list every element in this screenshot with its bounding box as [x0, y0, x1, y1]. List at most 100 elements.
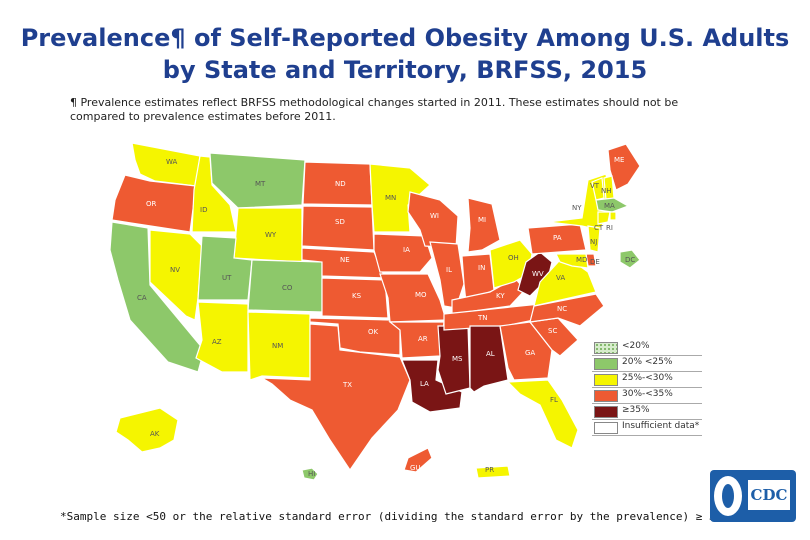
svg-text:WV: WV	[532, 270, 544, 278]
state-md	[555, 253, 589, 269]
svg-text:SC: SC	[548, 327, 557, 335]
legend-item-30-35: 30%-<35%	[592, 388, 702, 404]
state-hi	[301, 467, 319, 481]
legend-label: 30%-<35%	[622, 389, 673, 399]
state-or	[111, 174, 197, 233]
legend-label: Insufficient data*	[622, 421, 700, 431]
svg-text:AK: AK	[150, 430, 160, 438]
legend-swatch	[594, 342, 618, 354]
state-pa	[527, 223, 587, 255]
state-ks	[321, 277, 389, 319]
state-mn	[369, 163, 431, 233]
legend-item-lt20: <20%	[592, 340, 702, 356]
map-title: Prevalence¶ of Self-Reported Obesity Amo…	[0, 22, 810, 86]
state-az	[195, 301, 249, 373]
svg-text:WA: WA	[166, 158, 178, 166]
svg-text:OR: OR	[146, 200, 157, 208]
legend-item-25-30: 25%-<30%	[592, 372, 702, 388]
cdc-logo: CDC	[710, 470, 796, 522]
legend-item-20-25: 20% <25%	[592, 356, 702, 372]
svg-text:DC: DC	[625, 256, 635, 264]
svg-text:NM: NM	[272, 342, 283, 350]
svg-text:DE: DE	[590, 258, 600, 266]
svg-text:CA: CA	[137, 294, 147, 302]
svg-text:FL: FL	[550, 396, 558, 404]
state-nv	[149, 229, 203, 321]
state-dc	[619, 249, 641, 269]
svg-text:LA: LA	[420, 380, 429, 388]
legend-swatch	[594, 358, 618, 370]
svg-text:IA: IA	[403, 246, 410, 254]
legend-label: ≥35%	[622, 405, 650, 415]
svg-text:NV: NV	[170, 266, 180, 274]
svg-text:MD: MD	[576, 256, 587, 264]
state-mi	[467, 197, 501, 253]
state-ca	[109, 221, 205, 373]
svg-text:CT: CT	[594, 224, 604, 232]
svg-text:AZ: AZ	[212, 338, 222, 346]
state-tx	[261, 323, 411, 472]
title-line-2: by State and Territory, BRFSS, 2015	[162, 56, 648, 84]
svg-text:ID: ID	[200, 206, 207, 214]
legend-label: 20% <25%	[622, 357, 673, 367]
svg-text:HI: HI	[308, 470, 315, 478]
svg-text:UT: UT	[222, 274, 232, 282]
svg-text:VA: VA	[556, 274, 565, 282]
svg-text:OH: OH	[508, 254, 519, 262]
state-ak	[115, 407, 179, 453]
state-nj	[587, 225, 601, 253]
svg-text:GU: GU	[410, 464, 421, 472]
state-ar	[388, 321, 445, 359]
svg-text:OK: OK	[368, 328, 379, 336]
state-mt	[209, 152, 306, 209]
state-vt	[591, 177, 605, 201]
svg-text:IL: IL	[446, 266, 452, 274]
svg-text:ME: ME	[614, 156, 624, 164]
title-line-1: Prevalence¶ of Self-Reported Obesity Amo…	[20, 24, 790, 52]
sample-size-footnote: *Sample size <50 or the relative standar…	[60, 510, 736, 523]
svg-text:NJ: NJ	[590, 238, 597, 246]
legend-item-ge35: ≥35%	[592, 404, 702, 420]
svg-text:AL: AL	[486, 350, 495, 358]
state-fl	[506, 379, 579, 449]
svg-text:TN: TN	[477, 314, 488, 322]
legend-swatch	[594, 374, 618, 386]
svg-text:WY: WY	[265, 231, 277, 239]
svg-text:MO: MO	[415, 291, 427, 299]
svg-text:MT: MT	[255, 180, 266, 188]
svg-text:NH: NH	[601, 187, 612, 195]
svg-text:NC: NC	[557, 305, 567, 313]
svg-text:ND: ND	[335, 180, 346, 188]
svg-text:NY: NY	[572, 204, 582, 212]
svg-text:GA: GA	[525, 349, 535, 357]
state-pr	[475, 465, 511, 479]
legend-item-insufficient: Insufficient data*	[592, 420, 702, 436]
legend-swatch	[594, 390, 618, 402]
svg-text:NE: NE	[340, 256, 350, 264]
svg-text:TX: TX	[342, 381, 352, 389]
svg-text:RI: RI	[606, 224, 613, 232]
svg-text:MA: MA	[604, 202, 615, 210]
state-ct	[597, 211, 611, 225]
legend-swatch	[594, 422, 618, 434]
svg-text:MI: MI	[478, 216, 486, 224]
svg-text:WI: WI	[430, 212, 439, 220]
legend-label: 25%-<30%	[622, 373, 673, 383]
state-mo	[379, 273, 447, 323]
legend-label: <20%	[622, 341, 650, 351]
state-la	[401, 359, 463, 413]
svg-text:VT: VT	[590, 182, 600, 190]
map-legend: <20% 20% <25% 25%-<30% 30%-<35% ≥35% Ins…	[592, 340, 702, 436]
state-gu	[403, 447, 433, 473]
state-ma	[595, 197, 630, 213]
state-me	[607, 143, 641, 191]
state-nm	[247, 311, 311, 381]
state-ri	[609, 211, 617, 221]
cdc-wordmark: CDC	[748, 480, 790, 510]
svg-text:IN: IN	[478, 264, 485, 272]
state-sd	[301, 205, 375, 251]
svg-text:CO: CO	[282, 284, 293, 292]
svg-text:KS: KS	[352, 292, 362, 300]
